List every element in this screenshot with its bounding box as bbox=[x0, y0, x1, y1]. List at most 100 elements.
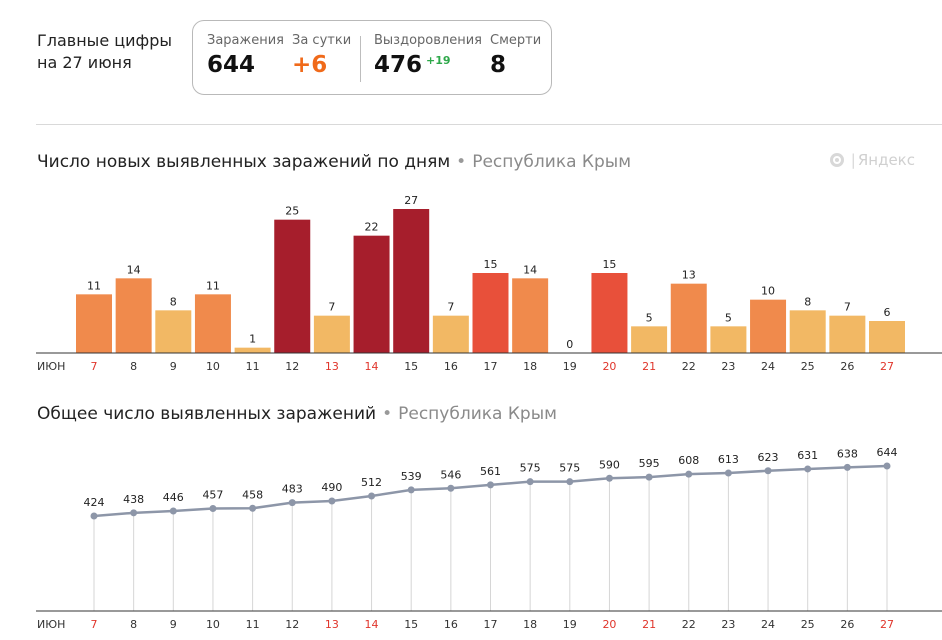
line-tick-label: 9 bbox=[170, 618, 177, 631]
bar-20 bbox=[591, 273, 628, 353]
deaths-label: Смерти bbox=[490, 33, 542, 48]
recoveries-value: 476 bbox=[374, 52, 423, 78]
line-tick-label: 19 bbox=[563, 618, 577, 631]
bar-value-label: 0 bbox=[566, 338, 573, 351]
line-tick-label: 8 bbox=[130, 618, 137, 631]
bar-13 bbox=[313, 315, 350, 353]
line-point-15 bbox=[407, 486, 415, 494]
bar-value-label: 1 bbox=[249, 333, 256, 346]
bar-tick-label: 27 bbox=[880, 360, 894, 373]
bar-value-label: 13 bbox=[682, 269, 696, 282]
bar-value-label: 11 bbox=[87, 279, 101, 292]
bar-value-label: 14 bbox=[523, 263, 537, 276]
line-point-17 bbox=[487, 481, 494, 489]
bar-7 bbox=[76, 294, 112, 353]
bar-tick-label: 25 bbox=[801, 360, 815, 373]
bar-chart-region: Республика Крым bbox=[472, 152, 632, 172]
line-point-20 bbox=[605, 474, 613, 482]
stats-box: Заражения 644 За сутки +6 Выздоровления … bbox=[192, 20, 552, 95]
line-tick-label: 12 bbox=[285, 618, 299, 631]
line-tick-label: 10 bbox=[206, 618, 220, 631]
bar-tick-label: 23 bbox=[721, 360, 735, 373]
line-tick-label: 17 bbox=[484, 618, 498, 631]
line-point-21 bbox=[645, 473, 653, 481]
line-point-18 bbox=[526, 478, 534, 486]
bar-value-label: 7 bbox=[844, 301, 851, 314]
line-point-14 bbox=[368, 492, 376, 500]
line-tick-label: 15 bbox=[404, 618, 418, 631]
bar-17 bbox=[472, 273, 509, 353]
line-point-22 bbox=[685, 470, 693, 478]
recoveries-value-row: 476 +19 bbox=[374, 52, 482, 78]
line-tick-label: 20 bbox=[602, 618, 616, 631]
line-value-label: 446 bbox=[163, 491, 184, 504]
daily-label: За сутки bbox=[292, 33, 352, 48]
line-chart: 424 438 446 457 458 483 490 512 539 546 561 575 575 5… bbox=[36, 446, 942, 631]
line-value-label: 631 bbox=[797, 449, 818, 462]
line-tick-label: 7 bbox=[91, 618, 98, 631]
bar-value-label: 8 bbox=[170, 295, 177, 308]
bar-value-label: 15 bbox=[484, 258, 498, 271]
bar-9 bbox=[155, 310, 192, 353]
line-point-11 bbox=[249, 504, 257, 512]
line-tick-label: 21 bbox=[642, 618, 656, 631]
line-value-label: 575 bbox=[520, 462, 541, 475]
bar-21 bbox=[631, 326, 668, 353]
stat-daily: За сутки +6 bbox=[292, 33, 351, 78]
bar-24 bbox=[750, 299, 787, 353]
line-point-10 bbox=[209, 505, 217, 512]
daily-value: +6 bbox=[292, 52, 328, 78]
bar-value-label: 8 bbox=[804, 295, 811, 308]
bar-tick-label: 21 bbox=[642, 360, 656, 373]
line-value-label: 613 bbox=[718, 453, 739, 466]
bar-tick-label: 12 bbox=[285, 360, 299, 373]
line-value-label: 438 bbox=[123, 493, 144, 506]
bar-23 bbox=[710, 326, 747, 353]
recoveries-label: Выздоровления bbox=[374, 33, 482, 48]
bar-chart-title-text: Число новых выявленных заражений по дням bbox=[37, 152, 451, 172]
bar-value-label: 15 bbox=[602, 258, 616, 271]
line-value-label: 490 bbox=[321, 481, 342, 494]
line-point-19 bbox=[566, 478, 574, 486]
bar-10 bbox=[194, 294, 231, 353]
line-value-label: 575 bbox=[559, 462, 580, 475]
line-value-label: 457 bbox=[202, 489, 223, 502]
stats-divider bbox=[360, 36, 361, 82]
infections-value: 644 bbox=[207, 52, 256, 78]
deaths-value: 8 bbox=[490, 52, 507, 78]
bar-15 bbox=[393, 209, 430, 353]
bar-value-label: 22 bbox=[365, 221, 379, 234]
bar-tick-label: 24 bbox=[761, 360, 775, 373]
line-tick-label: 11 bbox=[246, 618, 260, 631]
line-point-24 bbox=[764, 467, 772, 475]
bar-tick-label: 26 bbox=[840, 360, 854, 373]
line-value-label: 539 bbox=[401, 470, 422, 483]
bar-tick-label: 15 bbox=[404, 360, 418, 373]
line-tick-label: 27 bbox=[880, 618, 894, 631]
stat-deaths: Смерти 8 bbox=[490, 33, 541, 78]
line-point-12 bbox=[288, 499, 296, 507]
line-point-23 bbox=[724, 469, 732, 477]
bar-month-label: ИЮН bbox=[37, 360, 65, 373]
stat-infections: Заражения 644 bbox=[207, 33, 284, 78]
line-tick-label: 23 bbox=[721, 618, 735, 631]
line-tick-label: 25 bbox=[801, 618, 815, 631]
summary-title-line2: на 27 июня bbox=[37, 53, 132, 72]
line-point-8 bbox=[130, 509, 138, 517]
line-point-16 bbox=[447, 484, 455, 492]
summary-title: Главные цифры на 27 июня bbox=[37, 30, 187, 74]
line-value-label: 483 bbox=[282, 483, 303, 496]
bar-16 bbox=[432, 315, 469, 353]
bar-22 bbox=[670, 283, 707, 353]
bar-tick-label: 16 bbox=[444, 360, 458, 373]
bar-12 bbox=[274, 219, 311, 353]
bar-tick-label: 17 bbox=[484, 360, 498, 373]
bar-27 bbox=[869, 321, 905, 353]
line-chart-region: Республика Крым bbox=[398, 404, 557, 424]
line-value-label: 458 bbox=[242, 488, 263, 501]
line-point-27 bbox=[883, 462, 891, 470]
line-chart-title: Общее число выявленных заражений • Республ… bbox=[37, 404, 557, 424]
line-value-label: 546 bbox=[440, 468, 461, 481]
line-month-label: ИЮН bbox=[37, 618, 65, 631]
